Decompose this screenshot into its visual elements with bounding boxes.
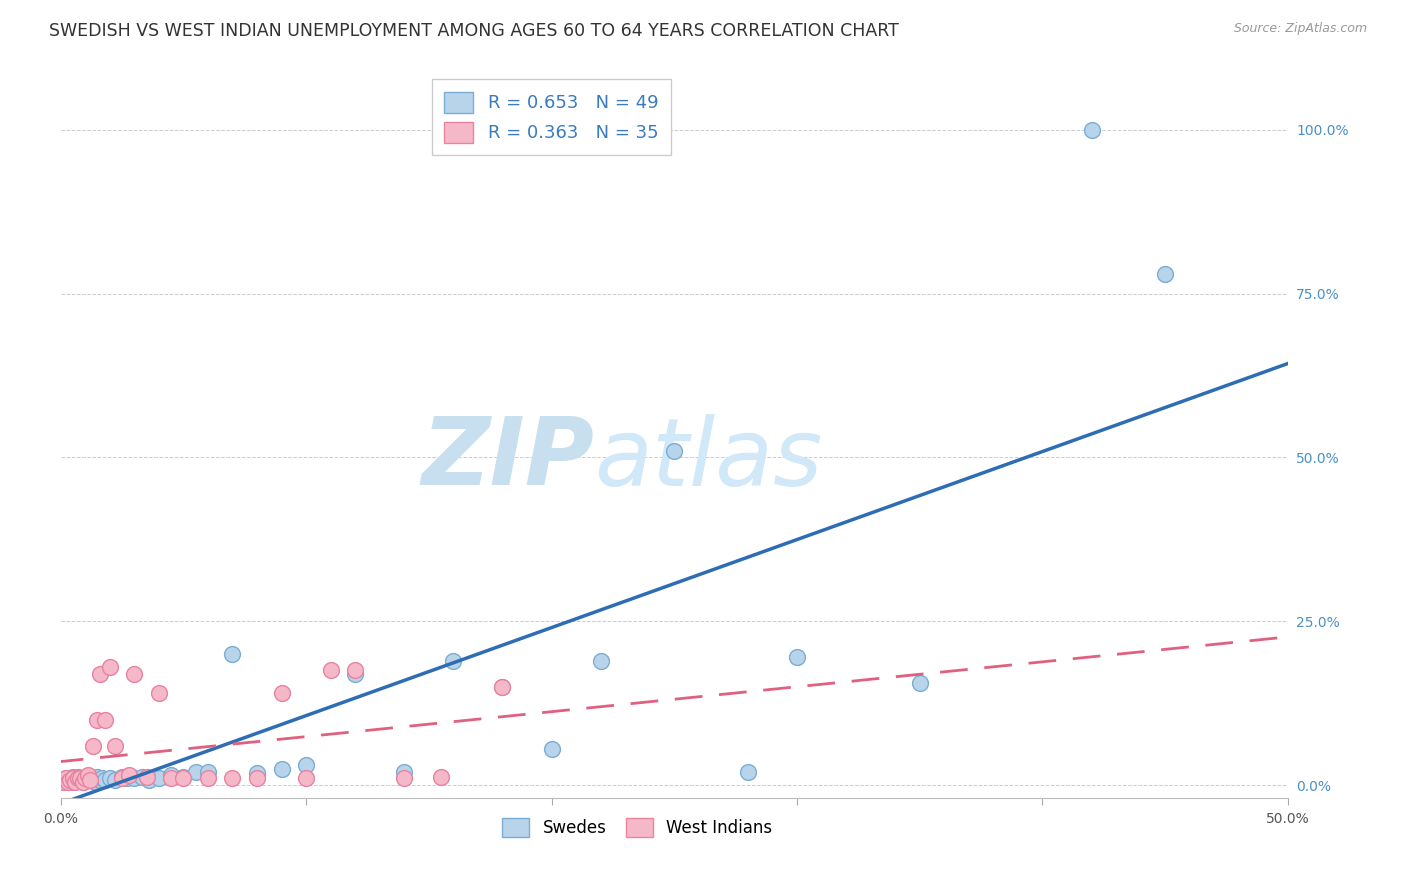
Point [98,772,121,786]
Point [62,774,84,789]
Point [66,772,89,787]
Point [430,770,453,784]
Point [589,654,612,668]
Point [65,772,87,787]
Point [540,742,562,756]
Point [75,772,97,786]
Point [319,664,342,678]
Point [138,772,160,787]
Point [197,772,219,786]
Text: SWEDISH VS WEST INDIAN UNEMPLOYMENT AMONG AGES 60 TO 64 YEARS CORRELATION CHART: SWEDISH VS WEST INDIAN UNEMPLOYMENT AMON… [49,22,898,40]
Point [89,666,111,681]
Point [76,772,98,787]
Point [270,762,292,776]
Point [75,772,97,786]
Point [295,772,318,786]
Legend: Swedes, West Indians: Swedes, West Indians [496,812,779,844]
Point [344,664,367,678]
Point [56,774,79,789]
Point [62,770,84,784]
Point [66,770,89,784]
Point [118,768,141,782]
Point [69,772,91,786]
Point [737,764,759,779]
Point [55,772,77,786]
Point [664,443,686,458]
Point [52,774,75,789]
Point [86,770,108,784]
Point [246,766,269,780]
Point [270,686,292,700]
Point [89,772,111,787]
Text: ZIP: ZIP [422,413,595,506]
Point [84,774,107,789]
Point [76,768,98,782]
Point [72,774,94,789]
Point [160,772,183,786]
Point [184,764,207,779]
Point [72,774,94,789]
Point [908,676,931,690]
Point [786,650,808,665]
Point [66,772,89,786]
Point [86,713,108,727]
Point [221,772,243,786]
Point [122,772,145,786]
Point [246,772,269,786]
Point [82,739,104,753]
Point [172,770,194,784]
Point [172,772,194,786]
Point [98,660,121,674]
Point [122,666,145,681]
Point [394,764,416,779]
Point [491,680,513,694]
Point [91,772,114,786]
Point [56,774,79,789]
Point [1080,123,1102,137]
Text: Source: ZipAtlas.com: Source: ZipAtlas.com [1233,22,1367,36]
Point [79,772,101,787]
Point [69,772,91,786]
Point [56,772,79,786]
Point [221,647,243,661]
Point [148,772,170,786]
Point [1154,267,1177,281]
Point [131,770,153,784]
Point [62,772,84,786]
Point [160,768,183,782]
Point [59,772,82,787]
Point [491,680,513,694]
Point [104,739,127,753]
Point [295,758,318,772]
Point [135,770,157,784]
Point [65,774,87,789]
Point [111,772,134,786]
Point [55,772,77,786]
Point [52,774,75,789]
Point [115,772,138,786]
Point [111,770,134,784]
Point [94,713,117,727]
Point [344,666,367,681]
Point [94,772,117,787]
Point [441,654,464,668]
Point [82,772,104,786]
Point [197,764,219,779]
Text: atlas: atlas [595,414,823,505]
Point [59,772,82,786]
Point [104,772,127,787]
Point [79,772,101,787]
Point [148,686,170,700]
Point [394,772,416,786]
